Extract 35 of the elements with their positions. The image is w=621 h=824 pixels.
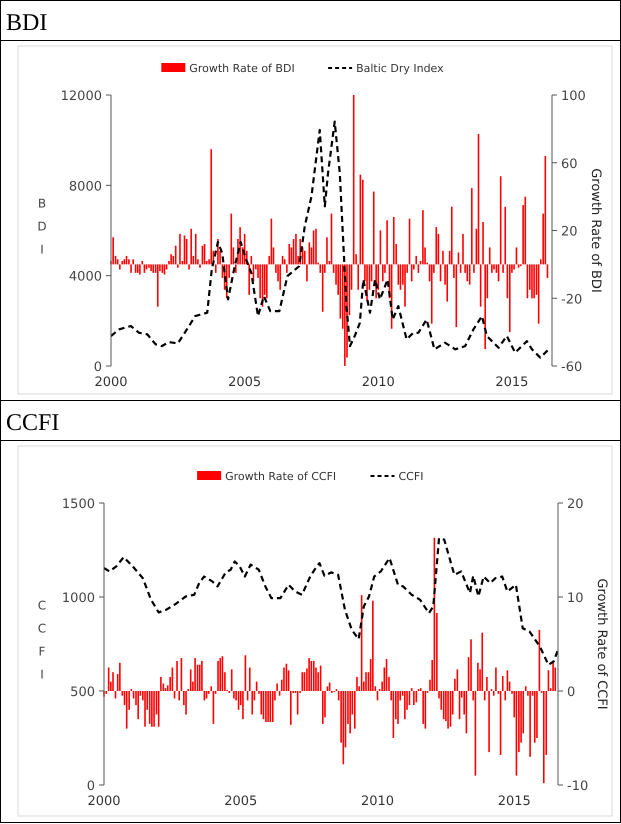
- x-tick-label: 2015: [498, 794, 531, 809]
- y2-tick-label: 20: [561, 224, 578, 240]
- y-tick-label: 1000: [62, 591, 95, 606]
- y2-tick-label: 20: [567, 497, 584, 512]
- y-axis-title: CCFI: [38, 598, 46, 682]
- x-tick-label: 2010: [362, 375, 395, 390]
- y-tick-label: 1500: [62, 497, 95, 512]
- y-axis-title: BDI: [37, 196, 47, 256]
- x-tick-label: 2005: [228, 375, 262, 390]
- y-tick-label: 0: [94, 360, 102, 375]
- y2-tick-label: 0: [567, 685, 576, 700]
- chart-title: BDI: [6, 10, 48, 36]
- y-tick-label: 4000: [68, 270, 102, 285]
- y2-tick-label: -20: [561, 292, 582, 308]
- x-tick-label: 2015: [495, 375, 528, 390]
- y2-tick-label: -60: [561, 360, 582, 375]
- x-tick-label: 2005: [224, 794, 258, 809]
- legend-label: Growth Rate of BDI: [189, 62, 295, 75]
- y2-tick-label: 100: [561, 89, 586, 104]
- chart-title: CCFI: [6, 410, 60, 436]
- y-tick-label: 500: [70, 685, 95, 700]
- y2-tick-label: -10: [567, 779, 588, 794]
- legend-label: CCFI: [398, 470, 424, 483]
- legend-label: Growth Rate of CCFI: [225, 470, 336, 483]
- y2-tick-label: 60: [561, 156, 578, 172]
- y-tick-label: 12000: [60, 89, 102, 104]
- legend-label: Baltic Dry Index: [356, 62, 444, 75]
- y2-axis-title: Growth Rate of BDI: [588, 168, 603, 293]
- y-tick-label: 0: [86, 779, 95, 794]
- y-tick-label: 8000: [68, 179, 102, 194]
- y2-tick-label: 10: [567, 591, 584, 606]
- x-tick-label: 2000: [94, 375, 128, 390]
- x-tick-label: 2010: [360, 794, 394, 809]
- y2-axis-title: Growth Rate of CCFI: [594, 578, 609, 710]
- x-tick-label: 2000: [87, 794, 121, 809]
